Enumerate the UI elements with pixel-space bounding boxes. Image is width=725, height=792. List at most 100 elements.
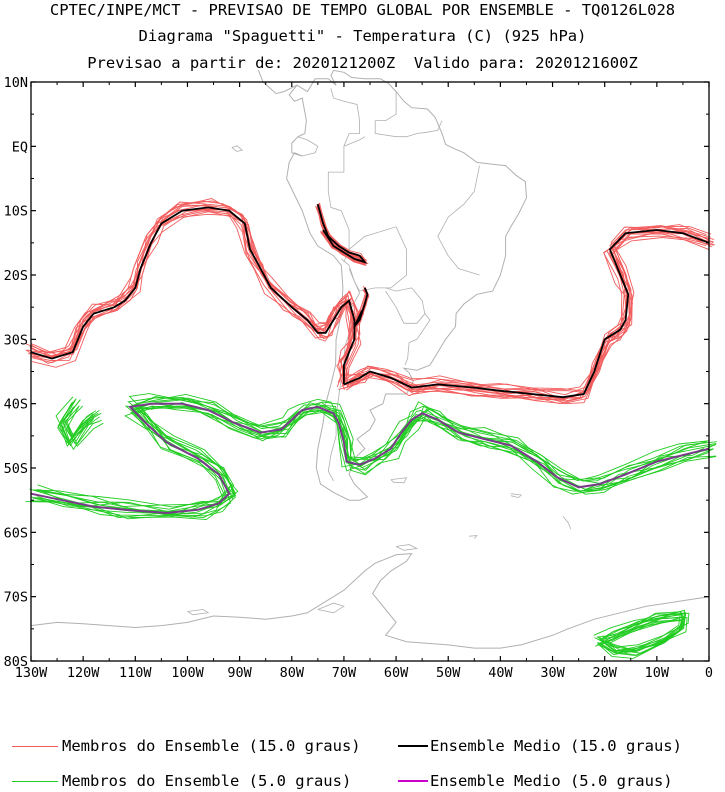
title-line-3: Previsao a partir de: 2020121200Z Valido… — [87, 54, 638, 72]
lat-label: 50S — [4, 461, 28, 477]
lon-label: 10W — [645, 665, 670, 681]
island-outline — [390, 477, 408, 484]
member-15-east — [346, 228, 714, 396]
member-5-west_extra — [59, 407, 95, 447]
antarctic-island — [469, 535, 478, 540]
lat-label: 20S — [4, 268, 28, 284]
member-5-west_loop — [34, 397, 710, 512]
legend-swatch-member-15 — [12, 745, 58, 747]
legend-member-15: Membros do Ensemble (15.0 graus) — [12, 736, 361, 756]
member-15-east — [342, 225, 711, 392]
legend-label-member-15: Membros do Ensemble (15.0 graus) — [62, 737, 361, 755]
member-15-east — [345, 235, 714, 401]
member-15-west — [31, 204, 353, 383]
legend-swatch-member-5 — [12, 780, 58, 782]
member-5-west_loop — [29, 397, 707, 510]
country-border — [327, 136, 366, 263]
country-border — [348, 226, 407, 292]
country-border — [385, 287, 426, 324]
mean-15-andes_north — [316, 203, 368, 264]
title-line-1: CPTEC/INPE/MCT - PREVISAO DE TEMPO GLOBA… — [49, 1, 676, 19]
lat-label: 10S — [4, 204, 28, 220]
lon-label: 100W — [171, 665, 204, 681]
mean-5-west-loop — [30, 402, 710, 515]
member-5-antarctic_blob — [596, 611, 683, 652]
legend-swatch-mean-5 — [398, 780, 428, 782]
member-5-west_loop — [36, 407, 717, 520]
legend-member-5: Membros do Ensemble (5.0 graus) — [12, 771, 351, 791]
title-line-2: Diagrama "Spaguetti" - Temperatura (C) (… — [138, 27, 587, 45]
legend-label-mean-5: Ensemble Medio (5.0 graus) — [430, 772, 673, 790]
antarctic-island — [317, 602, 345, 614]
antarctic-island — [395, 544, 419, 551]
island-outline — [510, 493, 523, 499]
country-border — [437, 165, 480, 276]
member-5-west_loop — [37, 393, 717, 508]
member-15-west — [31, 208, 354, 381]
lat-label: 30S — [4, 332, 28, 348]
coastline-central-america — [257, 70, 298, 95]
member-5-west_extra — [65, 405, 104, 448]
mean-15-andes_south — [353, 287, 369, 328]
lat-label: 40S — [4, 397, 28, 413]
member-15-west — [31, 209, 361, 389]
legend-mean-15: Ensemble Medio (15.0 graus) — [398, 736, 682, 756]
antarctic-island — [187, 609, 210, 616]
mean-15-west — [30, 206, 356, 385]
member-5-west_extra — [61, 405, 99, 451]
lat-label: 10N — [4, 75, 28, 91]
member-15-east — [348, 225, 710, 401]
legend-label-mean-15: Ensemble Medio (15.0 graus) — [430, 737, 682, 755]
member-5-west_loop — [38, 398, 717, 516]
member-15-west — [27, 205, 351, 387]
lon-label: 90W — [227, 665, 252, 681]
lon-label: 30W — [540, 665, 565, 681]
lon-label: 120W — [67, 665, 100, 681]
coastline-south-america — [286, 70, 528, 501]
country-border — [330, 88, 360, 147]
member-5-west_loop — [30, 405, 711, 517]
member-15-west — [30, 200, 361, 380]
member-15-west — [29, 201, 357, 382]
member-15-west — [32, 210, 354, 391]
member-15-east — [345, 237, 709, 405]
lon-label: 60W — [384, 665, 409, 681]
legend-label-member-5: Membros do Ensemble (5.0 graus) — [62, 772, 352, 790]
member-5-antarctic_blob — [597, 612, 687, 652]
lon-label: 110W — [119, 665, 152, 681]
legend-swatch-mean-15 — [398, 745, 428, 747]
lat-label: 60S — [4, 525, 28, 541]
lon-label: 20W — [592, 665, 617, 681]
member-15-east — [341, 231, 703, 400]
lon-label: 40W — [488, 665, 513, 681]
country-border — [374, 91, 443, 138]
member-5-west_extra — [63, 398, 100, 438]
member-15-east — [341, 224, 707, 391]
lon-label: 50W — [436, 665, 461, 681]
member-15-west — [25, 209, 350, 383]
lat-label: EQ — [12, 139, 28, 155]
legend-mean-5: Ensemble Medio (5.0 graus) — [398, 771, 673, 791]
member-15-west — [30, 213, 357, 387]
lon-label: 70W — [332, 665, 357, 681]
coastline-antarctica — [30, 553, 710, 649]
member-15-east — [349, 226, 712, 393]
member-15-east — [345, 226, 715, 400]
member-15-west — [34, 198, 358, 383]
member-5-antarctic_blob — [598, 613, 685, 652]
lat-label: 80S — [4, 654, 28, 670]
lon-label: 0 — [705, 665, 713, 681]
lat-label: 70S — [4, 590, 28, 606]
member-15-west — [26, 200, 352, 381]
member-15-andes_north — [318, 206, 367, 264]
member-5-antarctic_blob — [593, 610, 682, 651]
country-border — [404, 313, 431, 366]
member-5-west_loop — [37, 405, 714, 517]
member-15-west — [31, 211, 362, 388]
mean-15-east — [343, 229, 710, 399]
lon-label: 130W — [15, 665, 48, 681]
island-outline — [562, 516, 572, 530]
island-outline — [231, 145, 244, 152]
country-border — [291, 136, 319, 157]
